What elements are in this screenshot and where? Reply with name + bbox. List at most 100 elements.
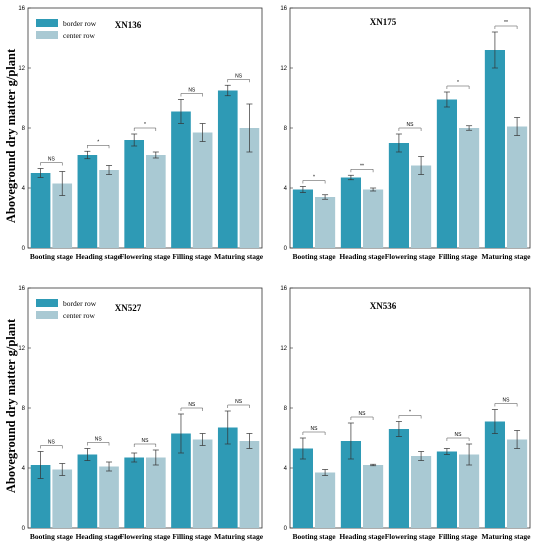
bar-center-row: [315, 472, 336, 528]
y-tick-label: 12: [18, 346, 25, 352]
significance-label: NS: [188, 88, 196, 94]
x-category-label: Filling stage: [439, 532, 479, 541]
significance-label: NS: [235, 73, 243, 79]
significance-bracket: [350, 169, 374, 173]
bar-border-row: [340, 441, 361, 528]
bar-border-row: [30, 465, 51, 528]
bar-border-row: [484, 421, 505, 528]
y-tick-label: 8: [22, 126, 26, 132]
legend-swatch: [36, 31, 58, 39]
bar-center-row: [363, 189, 384, 248]
legend-label: border row: [63, 299, 97, 308]
significance-label: *: [144, 122, 146, 128]
significance-bracket: [133, 127, 157, 131]
significance-label: **: [360, 163, 364, 169]
legend-label: border row: [63, 19, 97, 28]
bar-center-row: [146, 155, 166, 248]
significance-label: *: [457, 80, 459, 86]
x-category-label: Filling stage: [172, 252, 212, 261]
legend-swatch: [36, 311, 58, 319]
y-tick-label: 12: [18, 66, 25, 72]
significance-bracket: [40, 162, 63, 166]
significance-bracket: [180, 93, 203, 97]
bar-border-row: [340, 177, 361, 248]
bar-border-row: [217, 427, 238, 528]
significance-bracket: [494, 25, 518, 29]
bar-center-row: [507, 126, 528, 248]
x-category-label: Maturing stage: [214, 252, 264, 261]
significance-label: **: [504, 20, 508, 26]
bar-center-row: [146, 457, 166, 528]
chart-title: XN527: [115, 303, 142, 313]
significance-label: NS: [48, 157, 56, 163]
x-category-label: Flowering stage: [120, 532, 171, 541]
significance-label: *: [409, 410, 411, 416]
y-tick-label: 8: [284, 126, 288, 132]
significance-bracket: [398, 415, 422, 419]
chart-title: XN536: [370, 301, 397, 311]
significance-label: NS: [455, 432, 463, 438]
x-category-label: Maturing stage: [482, 252, 532, 261]
bar-border-row: [30, 173, 51, 248]
bar-border-row: [77, 454, 98, 528]
significance-bracket: [446, 85, 470, 89]
y-tick-label: 4: [284, 466, 288, 472]
x-category-label: Flowering stage: [120, 252, 171, 261]
bar-border-row: [484, 50, 505, 248]
x-category-label: Flowering stage: [385, 532, 436, 541]
bar-border-row: [292, 189, 313, 248]
y-tick-label: 16: [18, 6, 25, 12]
significance-bracket: [133, 443, 157, 447]
chart-panel-2: 0 4 8 12 16 XN527 NS Booting stage NS Heading sta…: [18, 286, 263, 541]
significance-bracket: [302, 180, 326, 184]
significance-label: NS: [503, 398, 511, 404]
bar-center-row: [239, 441, 260, 528]
x-category-label: Heading stage: [76, 252, 122, 261]
x-category-label: Heading stage: [339, 532, 385, 541]
significance-bracket: [446, 437, 470, 441]
significance-label: NS: [142, 438, 150, 444]
y-tick-label: 16: [280, 6, 287, 12]
bar-border-row: [171, 433, 191, 528]
significance-label: NS: [48, 440, 56, 446]
significance-bracket: [227, 404, 250, 408]
y-tick-label: 8: [22, 406, 26, 412]
bar-border-row: [217, 90, 238, 248]
x-category-label: Flowering stage: [385, 252, 436, 261]
bar-border-row: [292, 448, 313, 528]
significance-label: NS: [95, 437, 103, 443]
y-tick-label: 0: [284, 526, 288, 532]
bar-border-row: [436, 99, 457, 248]
bar-center-row: [239, 128, 260, 248]
y-tick-label: 12: [280, 346, 287, 352]
x-category-label: Booting stage: [30, 252, 74, 261]
bar-center-row: [52, 183, 73, 248]
significance-bracket: [87, 145, 110, 149]
significance-label: NS: [188, 402, 196, 408]
legend-label: center row: [63, 31, 95, 40]
x-category-label: Heading stage: [76, 532, 122, 541]
x-category-label: Booting stage: [292, 532, 336, 541]
y-tick-label: 0: [22, 246, 26, 252]
chart-panel-1: 0 4 8 12 16 XN175 * Booting stage ** Heading stag…: [280, 6, 531, 261]
significance-bracket: [87, 442, 110, 446]
bar-border-row: [77, 155, 98, 248]
bar-center-row: [192, 132, 213, 248]
significance-bracket: [398, 127, 422, 131]
x-category-label: Maturing stage: [482, 532, 532, 541]
chart-panel-0: 0 4 8 12 16 XN136 NS Booting stage * Heading stag…: [18, 6, 263, 261]
significance-label: *: [97, 139, 99, 145]
significance-bracket: [227, 79, 250, 83]
y-tick-label: 8: [284, 406, 288, 412]
legend: border row center row: [36, 299, 97, 320]
legend: border row center row: [36, 19, 97, 40]
chart-title: XN136: [115, 20, 142, 30]
y-tick-label: 12: [280, 66, 287, 72]
significance-bracket: [494, 403, 518, 407]
bar-center-row: [507, 439, 528, 528]
y-axis-label-top: Aboveground dry matter g/plant: [4, 48, 18, 223]
legend-label: center row: [63, 311, 95, 320]
bar-border-row: [124, 140, 144, 248]
bar-center-row: [315, 197, 336, 248]
significance-label: NS: [407, 122, 415, 128]
